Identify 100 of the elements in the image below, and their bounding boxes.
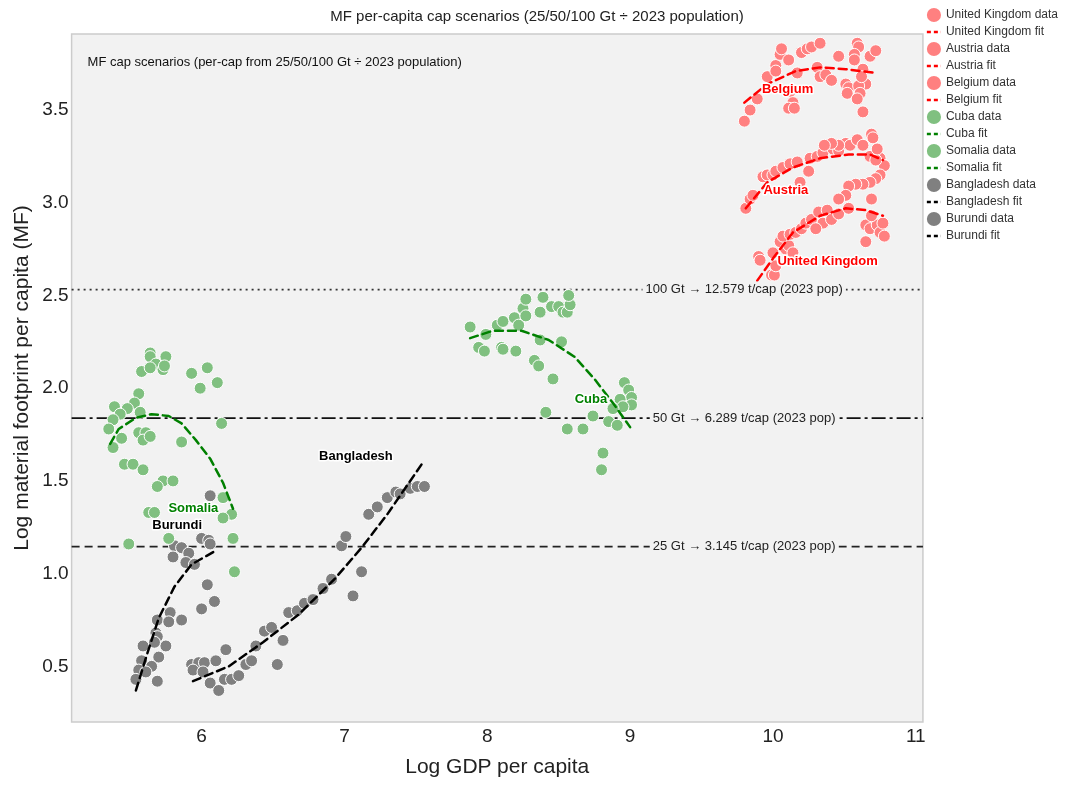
point (226, 531, 240, 545)
annotation: Burundi (152, 517, 203, 533)
x-tick-label: 11 (905, 724, 926, 746)
point (869, 44, 883, 58)
point (162, 531, 176, 545)
legend-label: Somalia data (945, 143, 1017, 158)
point (207, 594, 221, 608)
point (162, 615, 176, 629)
point (370, 500, 384, 514)
y-tick-label: 2.5 (42, 283, 69, 305)
point (576, 422, 590, 436)
y-tick-label: 2.0 (42, 376, 69, 398)
point (519, 309, 533, 323)
legend-label: Burundi data (945, 211, 1015, 226)
point (847, 53, 861, 67)
point (232, 669, 246, 683)
point (106, 441, 120, 455)
point (539, 405, 553, 419)
point (512, 318, 526, 332)
legend-label: Austria data (945, 41, 1011, 56)
point (355, 565, 369, 579)
y-tick-label: 3.5 (42, 98, 69, 120)
point (562, 288, 576, 302)
point (610, 418, 624, 432)
point (750, 92, 764, 106)
point (865, 192, 879, 206)
x-tick-label: 8 (481, 724, 493, 746)
point (210, 376, 224, 390)
point (209, 654, 223, 668)
point (825, 73, 839, 87)
point (216, 511, 230, 525)
point (195, 602, 209, 616)
point (159, 639, 173, 653)
annotation: United Kingdom (777, 252, 878, 268)
point (802, 164, 816, 178)
point (216, 491, 230, 505)
chart-title: MF per-capita cap scenarios (25/50/100 Gt ÷ 2023 population) (330, 7, 744, 25)
legend-label: Bangladesh data (945, 177, 1037, 192)
point (265, 620, 279, 634)
point (850, 92, 864, 106)
point (175, 613, 189, 627)
point (245, 654, 259, 668)
point (877, 229, 891, 243)
point (856, 105, 870, 119)
point (769, 64, 783, 78)
point (463, 320, 477, 334)
ref-line-label: 25 Gt → 3.145 t/cap (2023 pop) (652, 538, 836, 554)
point (840, 86, 854, 100)
point (555, 335, 569, 349)
point (185, 366, 199, 380)
point (152, 650, 166, 664)
point (519, 292, 533, 306)
point (126, 457, 140, 471)
point (417, 479, 431, 493)
point (596, 446, 610, 460)
point (147, 505, 161, 519)
point (536, 290, 550, 304)
point (870, 142, 884, 156)
point (203, 676, 217, 690)
point (115, 431, 129, 445)
point (157, 359, 171, 373)
annotation: MF cap scenarios (per-cap from 25/50/100 Gt ÷ 2023 population) (87, 53, 462, 69)
legend-label: Austria fit (945, 58, 997, 73)
point (227, 565, 241, 579)
x-tick-label: 6 (196, 724, 207, 746)
annotation: Somalia (168, 500, 220, 516)
point (380, 491, 394, 505)
point (809, 222, 823, 236)
point (166, 550, 180, 564)
point (856, 138, 870, 152)
legend-label: Cuba fit (945, 126, 988, 141)
point (787, 101, 801, 115)
point (813, 36, 827, 50)
ref-line-label: 50 Gt → 6.289 t/cap (2023 pop) (652, 409, 836, 425)
point (595, 463, 609, 477)
point (532, 359, 546, 373)
point (362, 507, 376, 521)
annotation: Cuba (574, 390, 608, 406)
point (200, 361, 214, 375)
point (276, 633, 290, 647)
point (346, 589, 360, 603)
point (859, 235, 873, 249)
point (196, 665, 210, 679)
point (586, 409, 600, 423)
point (546, 372, 560, 386)
point (832, 49, 846, 63)
legend-label: United Kingdom data (945, 7, 1059, 22)
point (832, 192, 846, 206)
point (143, 361, 157, 375)
y-tick-label: 1.5 (42, 469, 69, 491)
annotation: Belgium (761, 80, 814, 96)
legend-label: Bangladesh fit (945, 194, 1023, 209)
point (150, 674, 164, 688)
point (203, 537, 217, 551)
point (509, 344, 523, 358)
point (775, 42, 789, 56)
point (782, 53, 796, 67)
point (737, 114, 751, 128)
x-tick-label: 9 (624, 724, 636, 746)
point (212, 683, 226, 697)
